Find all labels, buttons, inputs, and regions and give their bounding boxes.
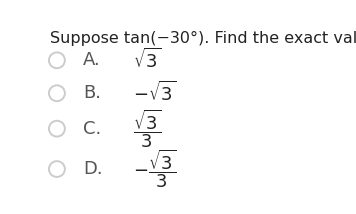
- Text: $\dfrac{\sqrt{3}}{3}$: $\dfrac{\sqrt{3}}{3}$: [133, 107, 161, 150]
- Text: D.: D.: [83, 160, 103, 178]
- Text: $-\sqrt{3}$: $-\sqrt{3}$: [133, 81, 176, 105]
- Text: C.: C.: [83, 120, 101, 138]
- Text: Suppose tan(−30°). Find the exact value of cot θ.: Suppose tan(−30°). Find the exact value …: [50, 31, 356, 46]
- Text: $-\dfrac{\sqrt{3}}{3}$: $-\dfrac{\sqrt{3}}{3}$: [133, 148, 176, 190]
- Text: A.: A.: [83, 51, 101, 69]
- Text: $\sqrt{3}$: $\sqrt{3}$: [133, 48, 161, 72]
- Text: B.: B.: [83, 84, 101, 102]
